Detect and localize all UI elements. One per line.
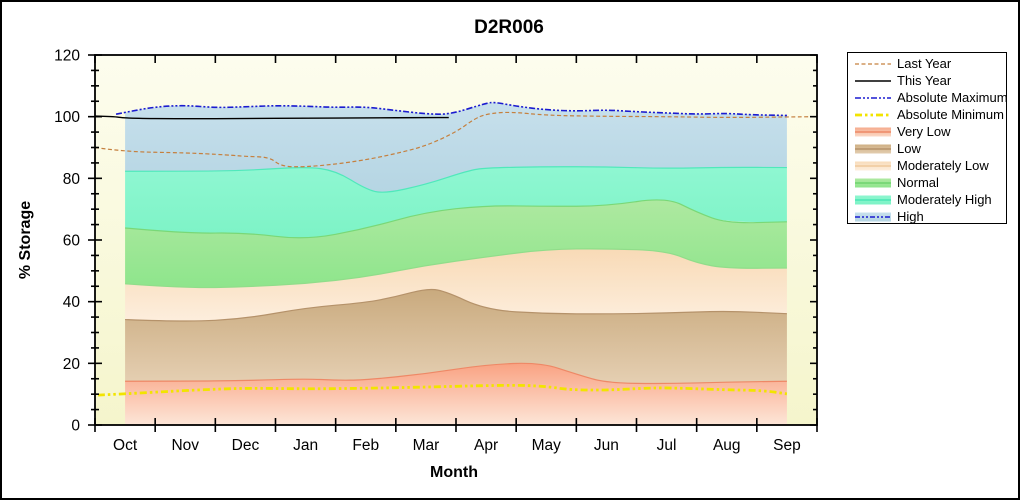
x-tick-label: Sep <box>773 437 801 454</box>
legend-label: Low <box>897 141 921 156</box>
legend-line-swatch <box>855 113 891 116</box>
band-very-low <box>125 363 787 425</box>
x-tick-label: Mar <box>413 437 440 454</box>
legend-item: Low <box>853 140 1006 157</box>
legend-item: Normal <box>853 174 1006 191</box>
legend-item: Moderately High <box>853 191 1006 208</box>
legend-band-swatch <box>855 212 891 221</box>
band-high <box>125 102 787 193</box>
band-boundary <box>125 166 787 193</box>
legend-band-swatch <box>855 178 891 187</box>
x-tick-label: Jul <box>657 437 677 454</box>
x-tick-label: Apr <box>474 437 498 454</box>
x-tick-label: Jan <box>293 437 318 454</box>
x-tick-label: Dec <box>232 437 260 454</box>
line-absolute-minimum <box>97 383 788 397</box>
y-tick-label: 40 <box>63 294 81 311</box>
band-low <box>125 289 787 384</box>
legend-item: Very Low <box>853 123 1006 140</box>
x-tick-label: May <box>532 437 562 454</box>
legend-label: This Year <box>897 73 952 88</box>
legend-label: Absolute Maximum <box>897 90 1008 105</box>
y-tick-label: 0 <box>71 418 80 435</box>
y-tick-label: 100 <box>54 109 80 126</box>
band-boundary <box>125 288 787 322</box>
legend-line-swatch <box>855 96 891 99</box>
band-boundary <box>125 199 787 239</box>
x-tick-label: Oct <box>113 437 138 454</box>
legend-item: Absolute Maximum <box>853 89 1008 106</box>
band-moderately-high <box>125 166 787 238</box>
legend-band-swatch <box>855 195 891 204</box>
plot-layer <box>94 55 818 425</box>
y-tick-label: 120 <box>54 48 80 65</box>
legend-label: Normal <box>897 175 939 190</box>
y-axis-title: % Storage <box>17 201 34 279</box>
line-this-year <box>94 115 449 120</box>
legend-item: Last Year <box>853 55 1006 72</box>
legend-band-swatch <box>855 161 891 170</box>
legend-band-swatch <box>855 127 891 136</box>
line-absolute-maximum <box>115 101 787 117</box>
legend-line-swatch <box>855 62 891 65</box>
band-normal <box>125 199 787 288</box>
x-axis-title: Month <box>430 464 478 481</box>
legend: Last Year This Year Absolute Maximum Absolu… <box>847 52 1008 225</box>
legend-item: Absolute Minimum <box>853 106 1006 123</box>
legend-label: Moderately Low <box>897 158 989 173</box>
band-boundary <box>125 248 787 289</box>
legend-label: High <box>897 209 924 224</box>
axis-layer: 0 20 40 60 80 100 120 Oct Nov Dec Jan Feb Mar Apr May J… <box>54 48 818 454</box>
chart-title: D2R006 <box>474 17 544 38</box>
legend-item: High <box>853 208 1006 225</box>
plot-frame <box>94 54 818 426</box>
y-tick-label: 20 <box>63 356 81 373</box>
y-tick-label: 60 <box>63 233 81 250</box>
legend-item: Moderately Low <box>853 157 1006 174</box>
legend-label: Last Year <box>897 56 952 71</box>
legend-label: Moderately High <box>897 192 992 207</box>
legend-item: This Year <box>853 72 1006 89</box>
x-tick-label: Nov <box>171 437 199 454</box>
band-moderately-low <box>125 248 787 322</box>
legend-label: Very Low <box>897 124 951 139</box>
y-tick-label: 80 <box>63 171 81 188</box>
legend-line-swatch <box>855 79 891 82</box>
x-tick-label: Feb <box>352 437 379 454</box>
legend-label: Absolute Minimum <box>897 107 1004 122</box>
line-last-year <box>94 111 818 168</box>
band-boundary <box>125 362 787 385</box>
x-tick-label: Jun <box>594 437 619 454</box>
legend-band-swatch <box>855 144 891 153</box>
x-tick-label: Aug <box>713 437 741 454</box>
